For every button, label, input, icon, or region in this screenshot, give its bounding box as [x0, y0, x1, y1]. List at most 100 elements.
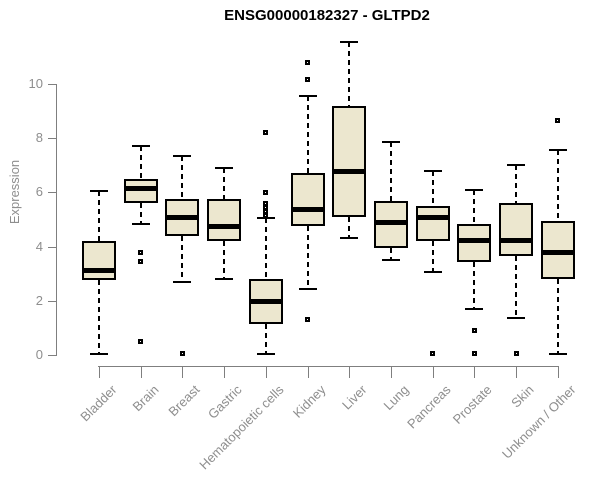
x-tick: [307, 366, 309, 378]
boxplot-median: [248, 298, 283, 304]
boxplot-box: [499, 203, 534, 257]
boxplot-median: [82, 267, 116, 273]
outlier-point: [555, 118, 561, 124]
y-tick-label: 6: [35, 184, 43, 200]
x-tick: [182, 366, 184, 378]
y-tick-label: 2: [35, 292, 43, 308]
outlier-point: [471, 328, 477, 334]
boxplot-median: [332, 168, 367, 174]
whisker-upper: [515, 165, 518, 204]
whisker-lower: [556, 279, 559, 354]
whisker-upper: [139, 146, 142, 179]
boxplot-box: [332, 105, 367, 217]
whisker-cap-high: [215, 167, 234, 169]
boxplot-box: [415, 205, 450, 242]
x-tick: [224, 366, 226, 378]
whisker-cap-high: [548, 149, 567, 152]
outlier-point: [263, 130, 269, 136]
whisker-lower: [139, 203, 142, 224]
y-axis-line: [56, 84, 57, 356]
boxplot-median: [540, 250, 575, 256]
outlier-point: [263, 212, 269, 218]
whisker-upper: [306, 96, 309, 174]
whisker-cap-low: [131, 222, 150, 225]
whisker-upper: [473, 189, 476, 224]
whisker-cap-high: [382, 141, 401, 144]
whisker-cap-high: [256, 217, 275, 220]
y-tick: [48, 246, 57, 248]
outlier-point: [263, 189, 269, 195]
outlier-point: [138, 259, 144, 264]
whisker-cap-low: [173, 280, 192, 283]
whisker-lower: [98, 280, 100, 354]
x-axis-line: [98, 366, 559, 367]
outlier-point: [138, 249, 144, 255]
whisker-lower: [264, 323, 267, 354]
whisker-cap-high: [173, 154, 192, 157]
x-tick: [516, 366, 518, 378]
whisker-cap-low: [298, 287, 317, 290]
boxplot-median: [290, 206, 325, 212]
y-tick-label: 4: [35, 238, 43, 254]
whisker-lower: [473, 261, 476, 309]
outlier-point: [305, 59, 311, 65]
whisker-cap-high: [90, 190, 108, 193]
x-tick: [140, 366, 142, 378]
outlier-point: [263, 208, 269, 214]
whisker-lower: [431, 241, 434, 273]
whisker-cap-low: [423, 271, 442, 274]
y-tick-label: 10: [28, 76, 43, 91]
y-tick-label: 0: [35, 347, 43, 362]
whisker-cap-high: [131, 145, 150, 148]
whisker-cap-low: [507, 317, 526, 320]
x-tick: [349, 366, 351, 378]
outlier-point: [138, 338, 144, 344]
y-tick: [48, 300, 57, 302]
x-tick: [391, 366, 393, 378]
outlier-point: [305, 317, 311, 323]
y-tick-label: 8: [35, 130, 43, 146]
x-tick: [432, 366, 434, 378]
whisker-lower: [390, 247, 393, 261]
whisker-lower: [348, 216, 351, 239]
outlier-point: [430, 351, 436, 357]
outlier-point: [263, 204, 269, 210]
whisker-upper: [431, 170, 434, 206]
boxplot-box: [290, 173, 325, 227]
whisker-cap-low: [465, 307, 484, 310]
whisker-cap-low: [382, 259, 401, 262]
outlier-point: [513, 351, 519, 357]
whisker-cap-high: [423, 169, 442, 172]
boxplot-median: [499, 237, 534, 243]
boxplot-median: [123, 186, 158, 192]
x-tick: [99, 366, 100, 378]
whisker-lower: [223, 241, 226, 280]
outlier-point: [263, 200, 269, 206]
whisker-cap-low: [340, 237, 359, 240]
whisker-upper: [390, 142, 393, 201]
whisker-upper: [223, 168, 226, 200]
whisker-cap-low: [256, 352, 275, 355]
whisker-upper: [264, 218, 267, 280]
outlier-point: [471, 351, 477, 357]
x-tick: [474, 366, 476, 378]
whisker-cap-high: [298, 95, 317, 98]
boxplot-median: [415, 214, 450, 220]
whisker-cap-low: [548, 352, 567, 355]
chart-title: ENSG00000182327 - GLTPD2: [224, 7, 430, 24]
y-tick: [48, 355, 57, 356]
x-tick: [557, 366, 559, 378]
whisker-upper: [98, 191, 100, 242]
whisker-lower: [515, 256, 518, 319]
boxplot-box: [207, 199, 242, 242]
whisker-upper: [556, 150, 559, 221]
whisker-cap-high: [507, 164, 526, 167]
boxplot-median: [374, 220, 409, 226]
outlier-point: [305, 77, 311, 83]
whisker-cap-high: [340, 40, 359, 43]
boxplot-median: [457, 237, 492, 243]
whisker-upper: [348, 41, 351, 106]
whisker-lower: [181, 235, 184, 282]
